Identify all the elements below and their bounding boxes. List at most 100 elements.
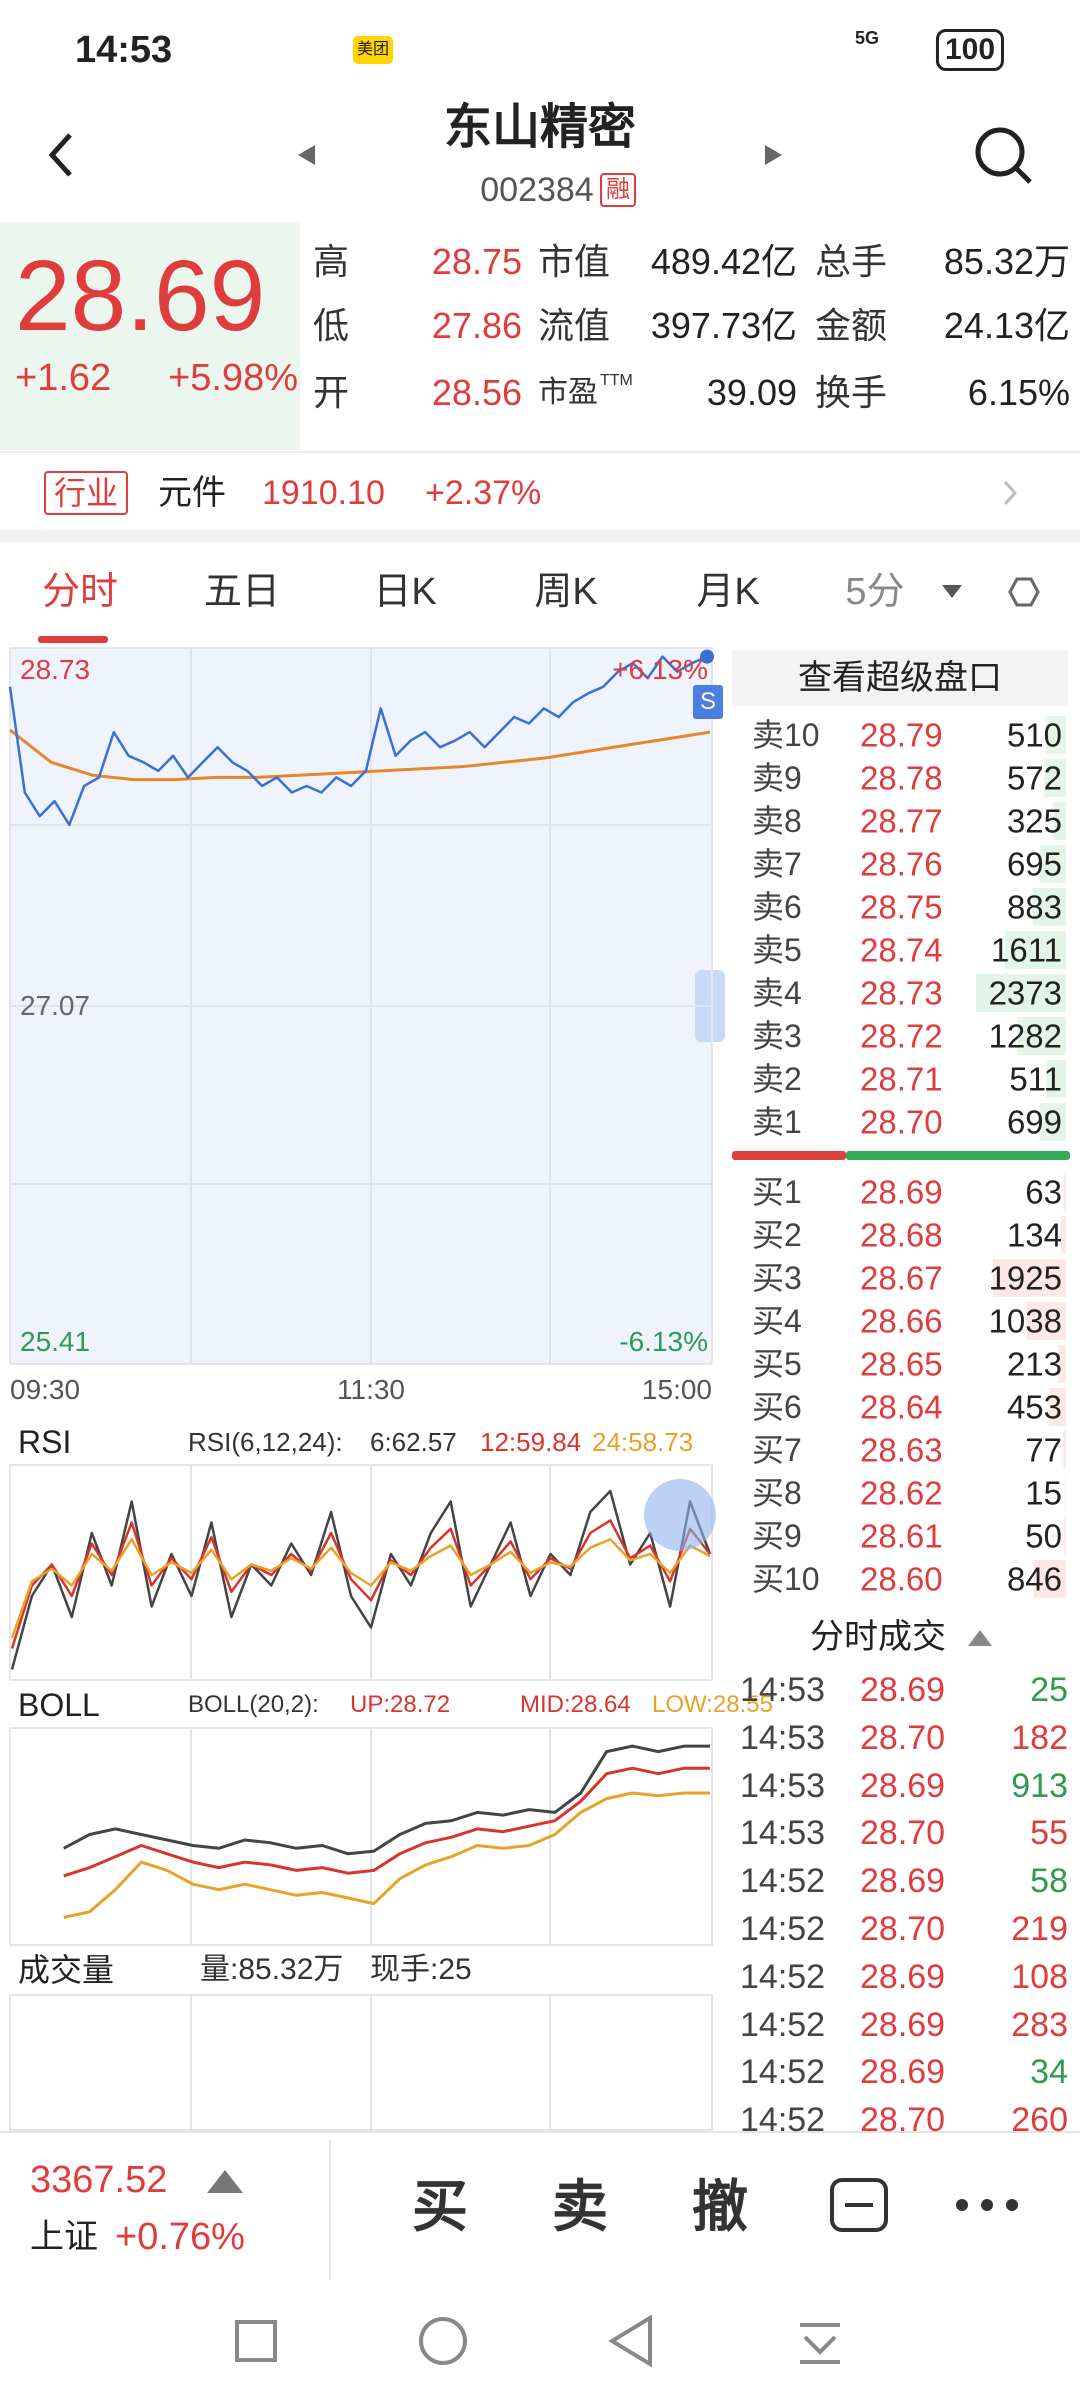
trade-button[interactable]: 买 — [412, 2175, 468, 2238]
indicator-name: 成交量 — [18, 1952, 115, 1988]
search-button[interactable] — [975, 127, 1032, 184]
level-volume: 1611 — [991, 931, 1062, 969]
level-price: 28.65 — [860, 1345, 943, 1383]
trade-price: 28.70 — [860, 1910, 946, 1948]
trades-title[interactable]: 分时成交 — [810, 1618, 946, 1656]
back-button[interactable] — [48, 133, 72, 177]
period-tab[interactable]: 5分 — [845, 571, 905, 613]
order-book-header-bg[interactable] — [732, 650, 1068, 706]
trade-time: 14:52 — [740, 1862, 826, 1901]
app-badge: 美团 — [352, 36, 394, 64]
index-value[interactable]: 3367.52 — [30, 2159, 168, 2201]
level-price: 28.70 — [860, 1103, 943, 1141]
volume-bar — [1060, 1216, 1066, 1254]
level-name: 买1 — [752, 1174, 802, 1210]
stat-label: 总手 — [815, 241, 888, 282]
level-price: 28.66 — [860, 1302, 943, 1340]
trade-button[interactable]: 卖 — [552, 2175, 608, 2238]
trade-time: 14:52 — [740, 2053, 826, 2092]
level-name: 卖7 — [752, 846, 802, 882]
period-dropdown[interactable] — [942, 585, 962, 598]
volume-bar — [1053, 802, 1066, 840]
level-name: 买5 — [752, 1346, 802, 1382]
level-price: 28.74 — [860, 931, 943, 969]
nav-recent[interactable] — [235, 2320, 277, 2362]
industry-name[interactable]: 元件 — [158, 474, 226, 512]
stat-label: 换手 — [815, 372, 888, 413]
level-price: 28.67 — [860, 1259, 943, 1297]
stat-value: 28.75 — [431, 241, 522, 282]
industry-arrow[interactable] — [1003, 480, 1018, 506]
stat-value: 489.42亿 — [650, 241, 797, 282]
level-price: 28.75 — [860, 888, 943, 926]
settings-button[interactable] — [1008, 577, 1040, 607]
spread-bar-red — [732, 1151, 846, 1160]
trade-price: 28.70 — [860, 1814, 946, 1853]
period-tab[interactable]: 月K — [696, 571, 760, 613]
period-tab[interactable]: 日K — [373, 571, 437, 613]
level-name: 卖2 — [752, 1061, 802, 1097]
panel-border — [9, 1727, 713, 1946]
status-time: 14:53 — [75, 29, 173, 71]
period-tab[interactable]: 分时 — [41, 571, 119, 613]
x-tick-label: 09:30 — [10, 1374, 81, 1405]
volume-bar — [1048, 1388, 1066, 1426]
nav-back[interactable] — [608, 2314, 652, 2368]
rsi-line — [10, 1489, 712, 1670]
volume-bar — [1057, 1345, 1066, 1383]
floating-button — [644, 1479, 716, 1551]
level-volume: 1038 — [988, 1302, 1062, 1340]
level-price: 28.68 — [860, 1216, 943, 1254]
stat-value: 27.86 — [431, 305, 522, 346]
period-tab[interactable]: 五日 — [203, 571, 281, 613]
next-stock[interactable] — [765, 145, 782, 165]
volume-current: 现手:25 — [370, 1953, 472, 1986]
y-tick-label: 25.41 — [20, 1326, 91, 1357]
nav-home[interactable] — [419, 2317, 467, 2365]
trade-button[interactable]: 撤 — [692, 2175, 748, 2238]
boll-line — [63, 1791, 710, 1919]
indicator-value: 24:58.73 — [592, 1427, 694, 1457]
trade-price: 28.70 — [860, 2101, 946, 2140]
volume-bar — [1046, 716, 1066, 754]
y-tick-label: 28.73 — [20, 654, 91, 685]
quote-background — [0, 222, 300, 450]
trade-price: 28.69 — [860, 1862, 946, 1901]
level-volume: 572 — [1006, 759, 1062, 797]
average-line — [9, 728, 711, 782]
rsi-line — [10, 1519, 711, 1649]
period-tab[interactable]: 周K — [534, 571, 598, 613]
more-button[interactable] — [956, 2199, 1018, 2211]
panel-border — [9, 647, 713, 1365]
volume-bar — [1017, 1017, 1066, 1055]
badge[interactable]: S — [692, 685, 724, 719]
trade-price: 28.69 — [860, 1766, 946, 1805]
price-change-pct: +5.98% — [168, 357, 298, 399]
prev-stock[interactable] — [298, 145, 315, 165]
level-price: 28.76 — [860, 845, 943, 883]
level-price: 28.78 — [860, 759, 943, 797]
trade-price: 28.69 — [860, 1957, 946, 1996]
sort-arrow — [968, 1630, 992, 1646]
indicator-value: 6:62.57 — [370, 1427, 457, 1457]
stat-label-sup: TTM — [600, 372, 633, 389]
stat-value: 28.56 — [431, 372, 522, 413]
section-divider — [0, 530, 1080, 542]
index-arrow — [207, 2170, 243, 2193]
volume-bar — [1044, 759, 1066, 797]
trade-time: 14:52 — [740, 2005, 826, 2044]
minus-button[interactable] — [830, 2178, 888, 2232]
level-volume: 15 — [1025, 1474, 1062, 1512]
level-name: 卖1 — [752, 1104, 802, 1140]
indicator-params: RSI(6,12,24): — [188, 1427, 343, 1457]
stat-label: 高 — [313, 241, 350, 282]
stat-label: 市值 — [538, 241, 611, 282]
trade-time: 14:53 — [740, 1671, 826, 1709]
level-price: 28.63 — [860, 1431, 943, 1469]
stat-label: 开 — [313, 372, 350, 413]
order-book-title[interactable]: 查看超级盘口 — [798, 659, 1002, 697]
nav-menu[interactable] — [800, 2323, 840, 2364]
level-price: 28.62 — [860, 1474, 943, 1512]
